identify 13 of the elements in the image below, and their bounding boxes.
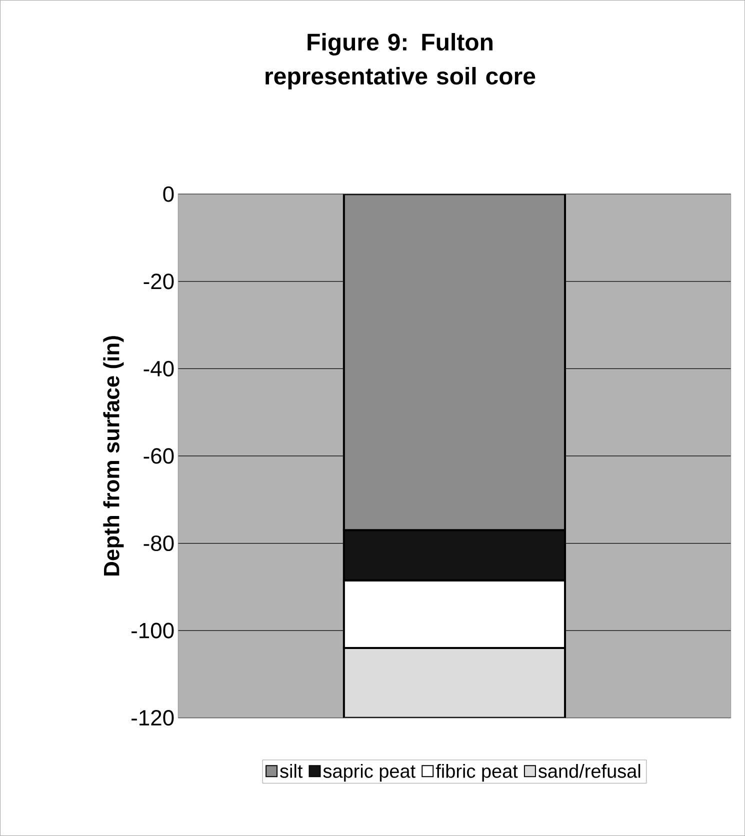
y-tick-label: -100 (132, 622, 174, 638)
y-tick-label: 0 (163, 186, 174, 202)
y-tick-label: -20 (144, 274, 174, 290)
y-tick-label: -60 (144, 448, 174, 464)
legend-label: sapric peat (323, 764, 416, 782)
y-tick-label: -40 (144, 360, 174, 376)
legend-label: sand/refusal (538, 764, 640, 778)
y-axis-title: Depth from surface (in) (103, 336, 124, 576)
y-tick-label: -120 (132, 710, 174, 726)
chart-title: Figure 9: Fulton representative soil core (266, 33, 536, 90)
y-tick-label: -80 (144, 535, 174, 552)
legend-label: silt (280, 764, 303, 778)
legend-label: fibric peat (436, 764, 518, 782)
